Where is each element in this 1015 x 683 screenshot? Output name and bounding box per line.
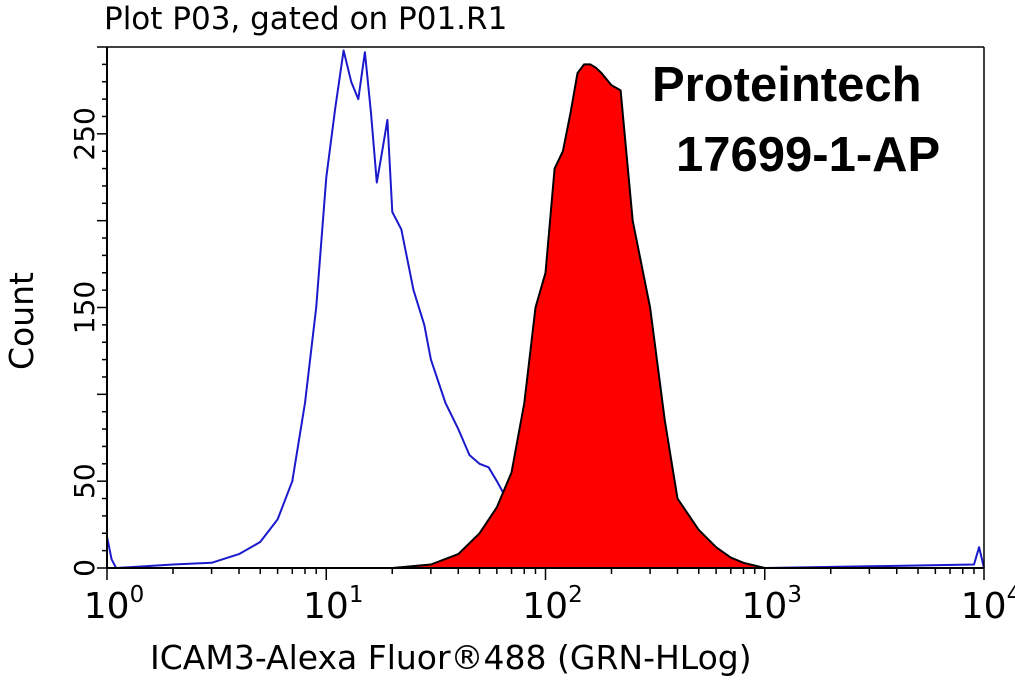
y-tick-label: 150 — [68, 281, 101, 334]
x-tick-label: 102 — [522, 582, 582, 627]
tick-label-layer: 0 50 150 250 100 101 102 103 104 — [68, 107, 1015, 627]
chart-title: Plot P03, gated on P01.R1 — [104, 1, 508, 37]
y-tick-label: 50 — [68, 463, 101, 499]
y-axis-label: Count — [2, 271, 41, 370]
x-tick-label: 101 — [303, 582, 363, 627]
x-tick-label: 103 — [742, 582, 802, 627]
x-tick-label: 100 — [84, 582, 144, 627]
annotation-catalog: 17699-1-AP — [676, 128, 941, 182]
series-layer — [106, 49, 985, 569]
x-axis-label: ICAM3-Alexa Fluor®488 (GRN-HLog) — [150, 638, 752, 677]
y-tick-label: 250 — [68, 107, 101, 160]
x-tick-label: 104 — [961, 582, 1015, 627]
y-tick-label: 0 — [68, 559, 101, 577]
axis-layer — [97, 46, 985, 580]
annotation-brand: Proteintech — [652, 58, 922, 112]
series-filled-histogram — [391, 63, 766, 569]
